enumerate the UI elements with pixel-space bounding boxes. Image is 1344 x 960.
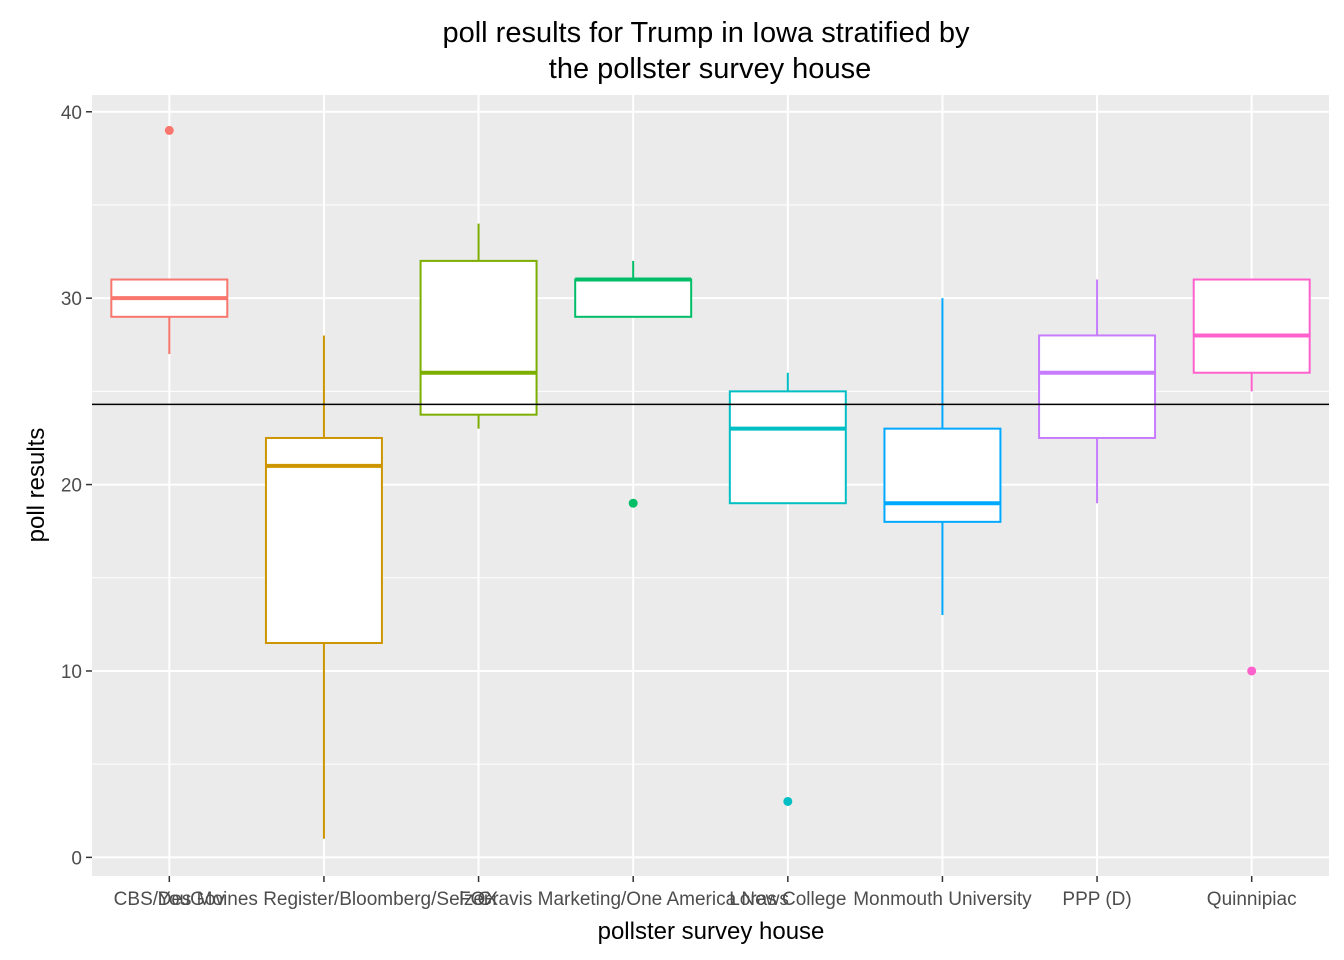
x-tick-label: Des Moines Register/Bloomberg/Selzer [158,889,491,910]
box-body [264,436,383,645]
outlier-point [1247,666,1257,676]
y-tick-label: 30 [61,289,82,310]
outlier-point [628,498,638,508]
box-body [574,278,693,318]
box-monmouth-university [883,298,1002,616]
box-gravis-marketing-one-america-news [574,260,693,508]
box-body [883,427,1002,523]
box-cbs-yougov [110,125,229,355]
x-tick-label: CBS/YouGov [114,889,226,910]
box-des-moines-register-bloomberg-selzer [264,335,383,839]
boxes-layer [110,125,1311,839]
x-tick-label: Monmouth University [853,889,1032,910]
box-loras-college [728,372,847,806]
chart-title-line-2: the pollster survey house [549,53,871,85]
x-tick-label: FOX [459,889,498,910]
x-tick-label: Loras College [729,889,846,910]
y-tick-label: 20 [61,476,82,497]
box-body [728,390,847,505]
box-fox [419,223,538,429]
x-tick-label: Gravis Marketing/One America News [477,889,789,910]
box-quinnipiac [1192,278,1311,676]
box-body [1038,334,1157,439]
y-axis-title: poll results [23,428,50,543]
x-axis-title: pollster survey house [598,918,825,945]
y-tick-label: 40 [61,103,82,124]
x-tick-label: PPP (D) [1062,889,1131,910]
chart-title-line-1: poll results for Trump in Iowa stratifie… [442,17,970,49]
x-tick-label: Quinnipiac [1207,889,1297,910]
box-body [419,259,538,416]
y-tick-label: 10 [61,662,82,683]
y-tick-label: 0 [71,848,82,869]
outlier-point [164,125,174,135]
box-ppp-d- [1038,279,1157,504]
box-body [1192,278,1311,374]
outlier-point [783,796,793,806]
